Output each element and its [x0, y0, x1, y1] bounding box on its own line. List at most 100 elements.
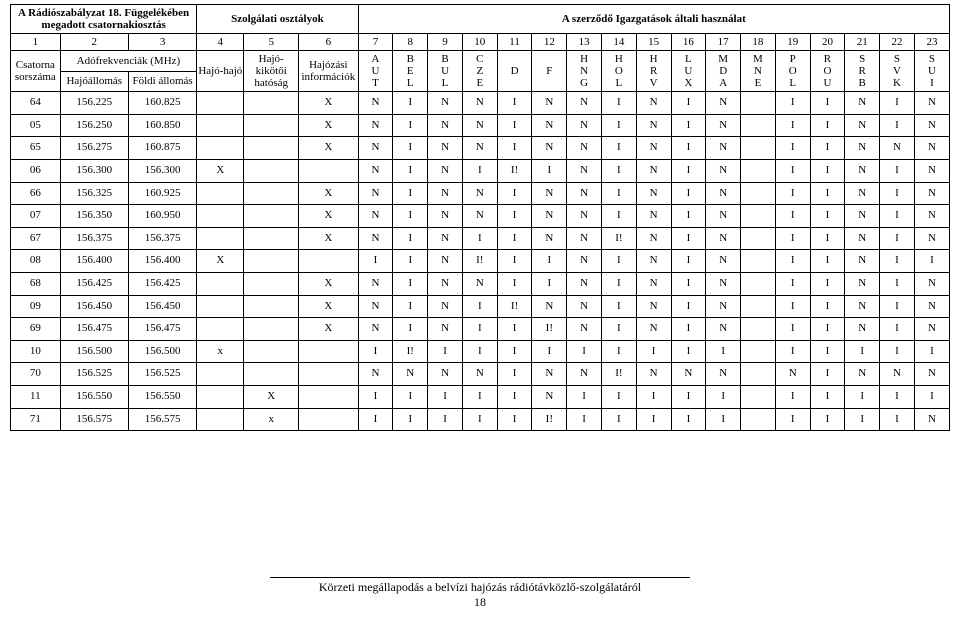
cell-c6 — [299, 363, 359, 386]
cell-val: I — [636, 408, 671, 431]
cell-val: I — [671, 137, 706, 160]
cell-val: I — [393, 318, 428, 341]
cell-val: I — [428, 340, 463, 363]
cell-val: N — [532, 137, 567, 160]
cell-freq1: 156.425 — [60, 273, 128, 296]
cell-val: I — [601, 408, 636, 431]
col-num: 8 — [393, 34, 428, 51]
cell-c5 — [244, 318, 299, 341]
cell-c4 — [197, 295, 244, 318]
cell-val: I — [497, 363, 532, 386]
cell-val: I — [393, 92, 428, 115]
cell-freq2: 156.425 — [128, 273, 196, 296]
cell-channel: 69 — [11, 318, 61, 341]
cell-val: I — [706, 340, 741, 363]
cell-c4: X — [197, 250, 244, 273]
cell-val: I — [880, 250, 915, 273]
cell-val: I — [914, 386, 949, 409]
cell-c6 — [299, 386, 359, 409]
col-num: 9 — [428, 34, 463, 51]
cell-val: N — [532, 92, 567, 115]
cell-val: I — [775, 114, 810, 137]
cell-val: I — [567, 340, 602, 363]
cell-val: I — [428, 408, 463, 431]
cell-channel: 64 — [11, 92, 61, 115]
cell-val — [741, 137, 776, 160]
cell-val: I — [601, 160, 636, 183]
lbl-country: SRB — [845, 51, 880, 92]
col-num: 11 — [497, 34, 532, 51]
cell-c6: X — [299, 92, 359, 115]
cell-val: I — [462, 295, 497, 318]
cell-val: N — [914, 227, 949, 250]
cell-c5 — [244, 137, 299, 160]
col-num: 6 — [299, 34, 359, 51]
cell-val: N — [567, 182, 602, 205]
cell-val: I — [601, 182, 636, 205]
cell-c4 — [197, 363, 244, 386]
cell-val: N — [567, 363, 602, 386]
cell-channel: 67 — [11, 227, 61, 250]
cell-val: N — [845, 160, 880, 183]
cell-val: I — [497, 114, 532, 137]
cell-freq1: 156.250 — [60, 114, 128, 137]
cell-val: N — [428, 273, 463, 296]
cell-val: I — [393, 250, 428, 273]
cell-val: N — [671, 363, 706, 386]
cell-val: I! — [532, 408, 567, 431]
cell-val: I! — [497, 295, 532, 318]
cell-val: N — [428, 182, 463, 205]
cell-c4 — [197, 227, 244, 250]
cell-val: N — [567, 295, 602, 318]
cell-val: I — [810, 182, 845, 205]
cell-freq2: 156.400 — [128, 250, 196, 273]
cell-c5 — [244, 160, 299, 183]
cell-val: I — [393, 386, 428, 409]
cell-val — [741, 318, 776, 341]
col-num: 14 — [601, 34, 636, 51]
cell-val: N — [358, 295, 393, 318]
cell-val: I — [775, 340, 810, 363]
cell-val: I — [462, 160, 497, 183]
cell-c5 — [244, 182, 299, 205]
lbl-country: HNG — [567, 51, 602, 92]
cell-val: N — [428, 295, 463, 318]
cell-val: I — [601, 250, 636, 273]
col-num: 15 — [636, 34, 671, 51]
cell-val: I — [880, 182, 915, 205]
lbl-country: LUX — [671, 51, 706, 92]
cell-c4 — [197, 182, 244, 205]
cell-val: I — [880, 205, 915, 228]
cell-val: N — [914, 205, 949, 228]
cell-val: N — [845, 363, 880, 386]
cell-val: N — [358, 114, 393, 137]
cell-val: I — [358, 250, 393, 273]
cell-c5 — [244, 273, 299, 296]
cell-val — [741, 273, 776, 296]
col-num: 2 — [60, 34, 128, 51]
cell-c6: X — [299, 318, 359, 341]
cell-val: I — [497, 408, 532, 431]
cell-val: N — [706, 137, 741, 160]
cell-val: I — [393, 160, 428, 183]
cell-val: I — [671, 386, 706, 409]
cell-val: I — [880, 160, 915, 183]
cell-val: I — [497, 92, 532, 115]
cell-val: N — [636, 182, 671, 205]
table-row: 10156.500156.500xII!IIIIIIIIIIIIII — [11, 340, 950, 363]
cell-val: N — [428, 227, 463, 250]
footer-text: Körzeti megállapodás a belvízi hajózás r… — [0, 580, 960, 595]
table-row: 70156.525156.525NNNNINNI!NNNNINNN — [11, 363, 950, 386]
cell-val: I — [775, 92, 810, 115]
cell-val: N — [880, 363, 915, 386]
cell-val: I — [393, 205, 428, 228]
cell-val: N — [532, 363, 567, 386]
cell-c4 — [197, 386, 244, 409]
table-row: 08156.400156.400XIINI!IINININIINII — [11, 250, 950, 273]
cell-freq1: 156.375 — [60, 227, 128, 250]
cell-val: I — [601, 340, 636, 363]
cell-val: N — [636, 273, 671, 296]
cell-freq2: 156.550 — [128, 386, 196, 409]
cell-val: N — [914, 92, 949, 115]
cell-freq1: 156.400 — [60, 250, 128, 273]
